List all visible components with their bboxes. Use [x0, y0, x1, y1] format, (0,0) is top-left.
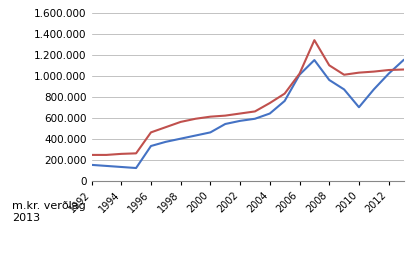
Line: 95%: 95%: [92, 60, 404, 168]
95%: [267, 112, 272, 115]
95%: [327, 78, 332, 82]
Text: m.kr. verðlag
2013: m.kr. verðlag 2013: [12, 201, 86, 223]
5%: [208, 115, 213, 118]
95%: [134, 166, 139, 170]
5%: [178, 120, 183, 124]
95%: [342, 88, 347, 91]
95%: [149, 144, 154, 148]
5%: [342, 73, 347, 76]
5%: [253, 110, 258, 113]
5%: [282, 92, 287, 95]
5%: [89, 153, 94, 156]
5%: [327, 64, 332, 67]
5%: [401, 68, 406, 71]
95%: [104, 164, 109, 167]
95%: [178, 137, 183, 140]
Line: 5%: 5%: [92, 40, 404, 155]
95%: [193, 134, 198, 137]
95%: [223, 123, 228, 126]
95%: [357, 106, 362, 109]
95%: [297, 73, 302, 76]
95%: [312, 59, 317, 62]
95%: [119, 165, 124, 168]
95%: [282, 99, 287, 102]
5%: [312, 39, 317, 42]
5%: [357, 71, 362, 74]
95%: [89, 163, 94, 166]
95%: [253, 117, 258, 120]
95%: [208, 131, 213, 134]
95%: [371, 88, 376, 91]
95%: [386, 72, 391, 75]
5%: [134, 152, 139, 155]
5%: [104, 153, 109, 156]
5%: [386, 68, 391, 71]
5%: [371, 70, 376, 73]
5%: [297, 72, 302, 75]
5%: [193, 117, 198, 120]
95%: [401, 59, 406, 62]
5%: [238, 112, 243, 115]
5%: [267, 101, 272, 104]
5%: [163, 126, 168, 129]
5%: [149, 131, 154, 134]
5%: [223, 114, 228, 117]
5%: [119, 152, 124, 155]
95%: [238, 119, 243, 122]
95%: [163, 140, 168, 143]
